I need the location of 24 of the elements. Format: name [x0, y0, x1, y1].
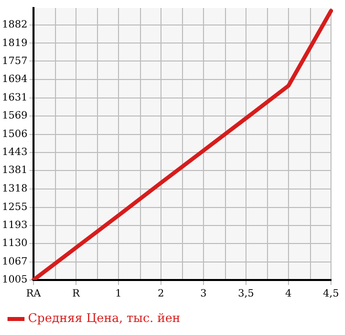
y-tick-label: 1819 — [2, 38, 28, 49]
y-tick-label: 1067 — [2, 256, 28, 268]
x-tick-label: 4,5 — [323, 288, 339, 300]
x-tick-label: 3 — [200, 288, 207, 300]
y-tick-label: 1882 — [2, 19, 28, 30]
x-tick-label: RA — [26, 288, 42, 300]
y-tick-label: 1443 — [2, 147, 28, 158]
y-tick-label: 1193 — [2, 220, 28, 231]
x-tick-label: 2 — [158, 288, 164, 300]
x-tick-label: 1 — [115, 288, 122, 300]
y-tick-label: 1757 — [2, 56, 28, 67]
y-tick-label: 1569 — [2, 110, 28, 122]
y-tick-label: 1381 — [2, 165, 28, 176]
legend-label: Средняя Цена, тыс. йен — [28, 311, 180, 326]
y-tick-label: 1255 — [2, 202, 28, 213]
y-tick-label: 1005 — [2, 274, 28, 286]
y-tick-label: 1506 — [2, 128, 28, 140]
y-tick-label: 1318 — [2, 184, 28, 195]
y-tick-label: 1694 — [2, 74, 28, 86]
x-tick-label: 3,5 — [238, 288, 254, 300]
y-tick-label: 1130 — [2, 238, 28, 250]
y-tick-label: 1631 — [2, 92, 28, 104]
x-tick-label: R — [72, 288, 80, 300]
x-tick-label: 4 — [285, 288, 292, 300]
